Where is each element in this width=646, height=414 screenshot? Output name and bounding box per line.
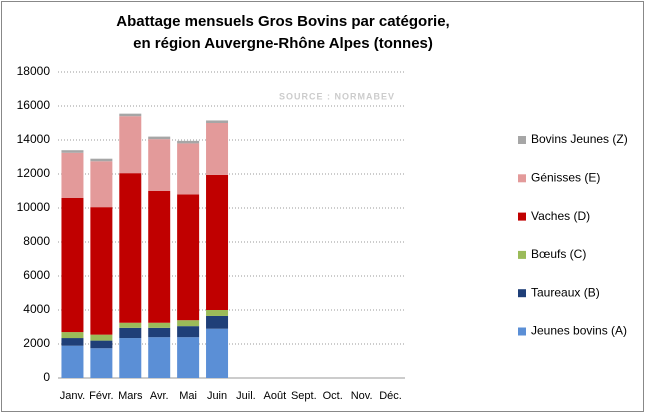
x-tick-label: Nov. bbox=[351, 390, 373, 402]
legend-label: Jeunes bovins (A) bbox=[531, 324, 627, 338]
bar-segment bbox=[148, 139, 171, 191]
legend-label: Vaches (D) bbox=[531, 209, 590, 223]
y-tick-label: 18000 bbox=[17, 64, 51, 78]
bar-segment bbox=[148, 136, 171, 140]
bar-segment bbox=[90, 340, 113, 349]
bar-segment bbox=[119, 116, 142, 174]
x-tick-label: Mars bbox=[118, 390, 143, 402]
bar-segment bbox=[90, 348, 113, 378]
y-tick-label: 10000 bbox=[17, 200, 51, 214]
y-tick-label: 14000 bbox=[17, 132, 51, 146]
bar-segment bbox=[61, 152, 84, 198]
bar-segment bbox=[90, 207, 113, 335]
legend-swatch bbox=[518, 212, 526, 221]
bar-segment bbox=[177, 143, 200, 195]
bar-segment bbox=[177, 337, 200, 378]
bar-segment bbox=[206, 123, 229, 175]
bar-segment bbox=[90, 161, 113, 208]
bar-segment bbox=[206, 315, 229, 329]
bar-segment bbox=[206, 120, 229, 123]
legend-swatch bbox=[518, 327, 526, 336]
y-tick-label: 2000 bbox=[23, 336, 50, 350]
bar-segment bbox=[177, 194, 200, 321]
y-tick-label: 8000 bbox=[23, 234, 50, 248]
bar-segment bbox=[119, 338, 142, 378]
bar-segment bbox=[61, 332, 84, 339]
legend-swatch bbox=[518, 136, 526, 144]
bar-segment bbox=[61, 345, 84, 378]
bar-segment bbox=[61, 338, 84, 346]
bar-segment bbox=[148, 337, 171, 378]
bar-segment bbox=[206, 174, 229, 310]
legend-label: Bœufs (C) bbox=[531, 247, 586, 261]
bar-segment bbox=[61, 150, 84, 153]
x-tick-label: Févr. bbox=[89, 390, 113, 402]
x-tick-label: Sept. bbox=[291, 390, 317, 402]
legend-label: Taureaux (B) bbox=[531, 285, 600, 299]
bar-segment bbox=[206, 310, 229, 316]
bar-segment bbox=[119, 322, 142, 328]
legend-swatch bbox=[518, 174, 526, 183]
source-note: SOURCE : NORMABEV bbox=[279, 91, 395, 101]
legend-label: Bovins Jeunes (Z) bbox=[531, 132, 628, 146]
legend-swatch bbox=[518, 250, 526, 259]
y-tick-label: 12000 bbox=[17, 166, 51, 180]
legend-swatch bbox=[518, 289, 526, 298]
x-tick-label: Août bbox=[264, 390, 287, 402]
x-tick-label: Juil. bbox=[236, 390, 256, 402]
chart-title: Abattage mensuels Gros Bovins par catégo… bbox=[116, 13, 449, 30]
bar-segment bbox=[148, 327, 171, 338]
y-tick-label: 6000 bbox=[23, 268, 50, 282]
x-tick-label: Oct. bbox=[323, 390, 343, 402]
chart-title: en région Auvergne-Rhône Alpes (tonnes) bbox=[133, 35, 433, 52]
x-tick-label: Janv. bbox=[60, 390, 85, 402]
bar-segment bbox=[177, 326, 200, 338]
x-tick-label: Juin bbox=[207, 390, 227, 402]
bar-segment bbox=[148, 322, 171, 328]
y-tick-label: 4000 bbox=[23, 302, 50, 316]
bar-segment bbox=[119, 173, 142, 323]
bar-segment bbox=[148, 191, 171, 323]
bar-segment bbox=[119, 327, 142, 339]
x-tick-label: Déc. bbox=[379, 390, 402, 402]
bar-segment bbox=[206, 328, 229, 378]
bar-segment bbox=[177, 140, 200, 144]
bar-segment bbox=[90, 158, 113, 162]
bar-segment bbox=[177, 320, 200, 327]
bar-segment bbox=[119, 113, 142, 117]
x-tick-label: Mai bbox=[179, 390, 197, 402]
bar-segment bbox=[90, 334, 113, 341]
y-tick-label: 0 bbox=[43, 370, 50, 384]
bar-segment bbox=[61, 197, 84, 333]
x-tick-label: Avr. bbox=[150, 390, 169, 402]
legend-label: Génisses (E) bbox=[531, 170, 600, 184]
y-tick-label: 16000 bbox=[17, 98, 51, 112]
